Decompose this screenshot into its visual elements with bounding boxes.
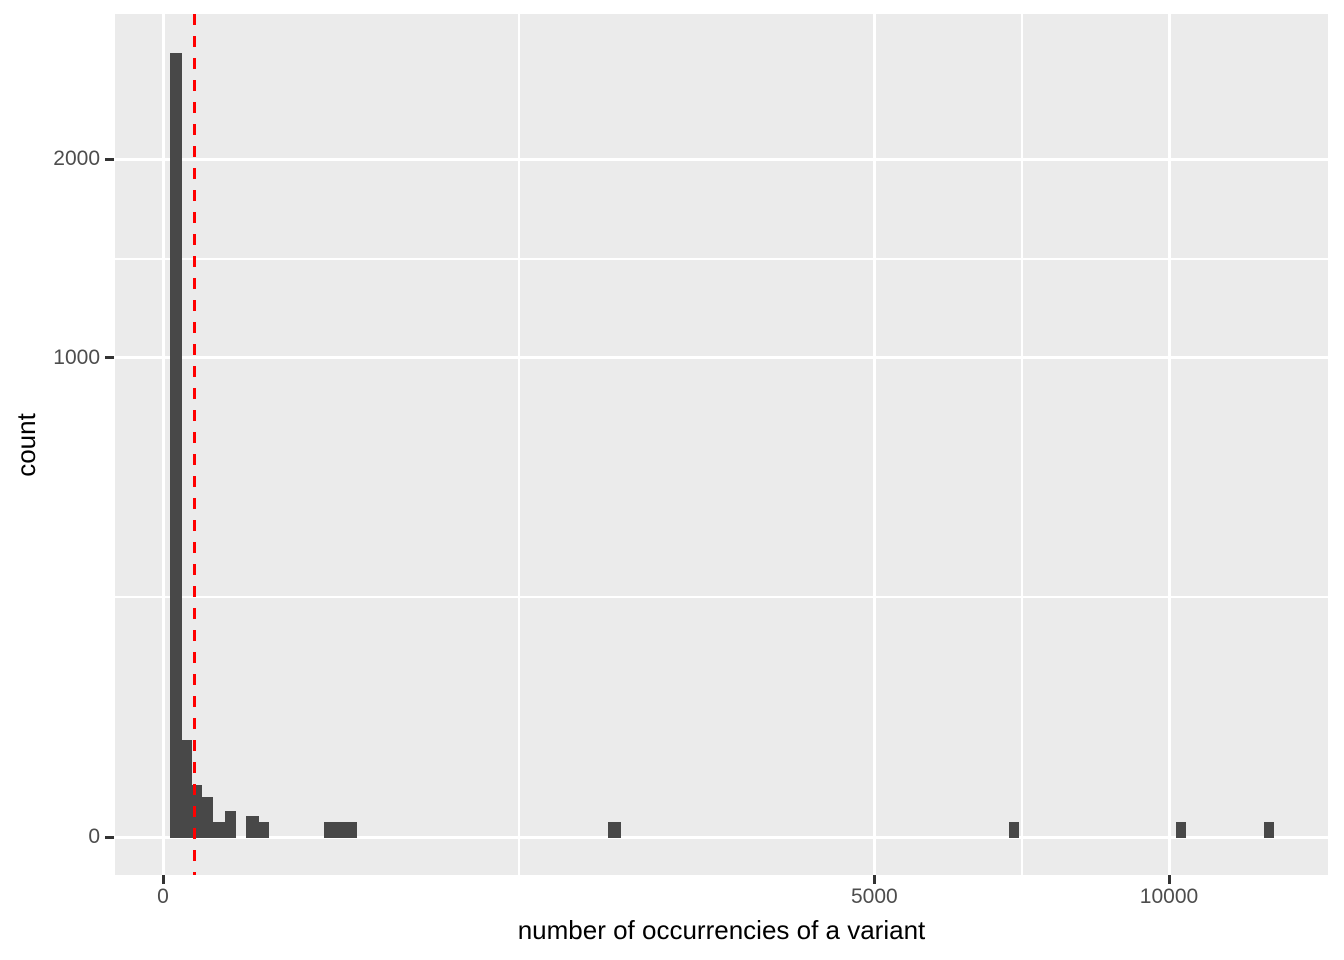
y-tick-label: 0 (88, 825, 100, 848)
histogram-bar (213, 821, 225, 839)
grid-minor-y (115, 257, 1328, 260)
histogram-bar (1263, 821, 1274, 839)
x-tick-mark (161, 875, 165, 884)
x-tick-label: 0 (157, 885, 169, 908)
x-tick-mark (1167, 875, 1171, 884)
histogram-bar (201, 796, 214, 839)
histogram-bar (181, 739, 192, 839)
plot-panel (115, 14, 1328, 875)
y-axis-title: count (11, 412, 41, 477)
y-tick-mark (105, 835, 114, 839)
grid-major-y (115, 835, 1328, 839)
histogram-bar (246, 815, 259, 839)
histogram-bar (608, 821, 622, 839)
histogram-bar (224, 810, 236, 839)
reference-vline (193, 14, 197, 875)
histogram-bar (1176, 821, 1187, 839)
grid-minor-x (1020, 14, 1023, 875)
grid-major-x (161, 14, 165, 875)
x-axis-title: number of occurrencies of a variant (517, 915, 926, 945)
x-tick-label: 5000 (850, 885, 898, 908)
grid-major-x (872, 14, 876, 875)
histogram-bar (323, 821, 357, 839)
y-tick-mark (105, 157, 114, 161)
grid-minor-x (517, 14, 520, 875)
grid-minor-y (115, 596, 1328, 599)
x-tick-label: 10000 (1139, 885, 1199, 908)
grid-major-y (115, 157, 1328, 161)
histogram-bar (1008, 821, 1019, 839)
y-tick-mark (105, 356, 114, 360)
x-tick-mark (872, 875, 876, 884)
y-tick-label: 2000 (53, 147, 100, 171)
histogram-bar (191, 784, 202, 839)
grid-major-y (115, 356, 1328, 360)
histogram-bar (170, 52, 182, 839)
histogram-bar (258, 821, 269, 839)
y-tick-label: 1000 (53, 345, 100, 369)
grid-major-x (1167, 14, 1171, 875)
